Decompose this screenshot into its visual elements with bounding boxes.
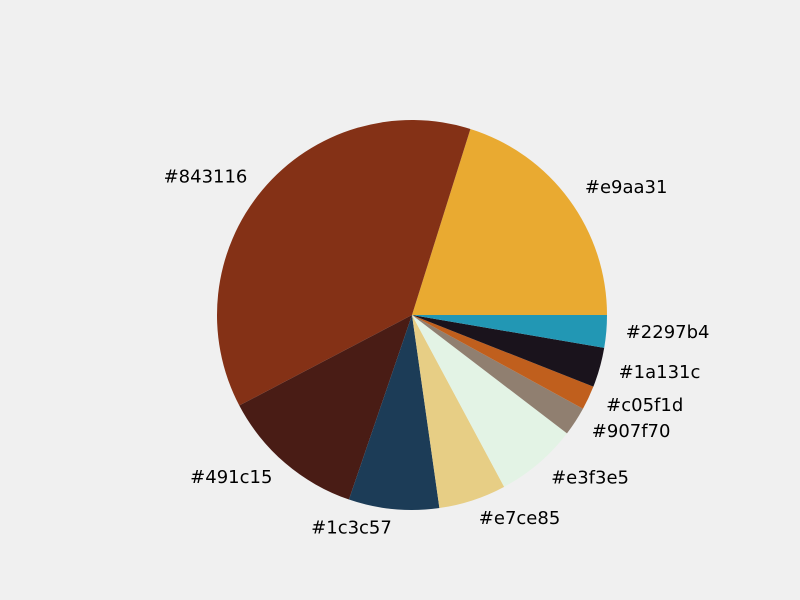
slice-label-491c15: #491c15 [190,467,272,488]
pie-slice-1a131c [412,315,605,387]
slice-label-e9aa31: #e9aa31 [585,177,668,198]
pie-slice-2297b4 [412,315,607,348]
pie-slice-c05f1d [412,315,594,409]
slice-label-c05f1d: #c05f1d [606,395,683,416]
slice-label-843116: #843116 [164,166,248,187]
pie-slice-e9aa31 [412,128,607,315]
slice-label-1a131c: #1a131c [619,362,701,383]
pie-slice-491c15 [239,315,412,500]
slice-label-2297b4: #2297b4 [626,322,710,343]
pie-slice-1c3c57 [348,315,440,510]
pie-slice-e3f3e5 [412,315,567,487]
pie-slice-907f70 [412,315,583,434]
slice-label-e7ce85: #e7ce85 [479,508,560,529]
slice-label-e3f3e5: #e3f3e5 [551,467,629,488]
pie-slices [217,120,607,510]
slice-label-1c3c57: #1c3c57 [311,518,392,539]
pie-slice-e7ce85 [412,315,505,509]
slice-label-907f70: #907f70 [592,421,671,442]
pie-labels: #e9aa31 #843116 #491c15 #1c3c57 #e7ce85 #e3f3… [164,166,710,538]
pie-slice-843116 [217,120,471,406]
